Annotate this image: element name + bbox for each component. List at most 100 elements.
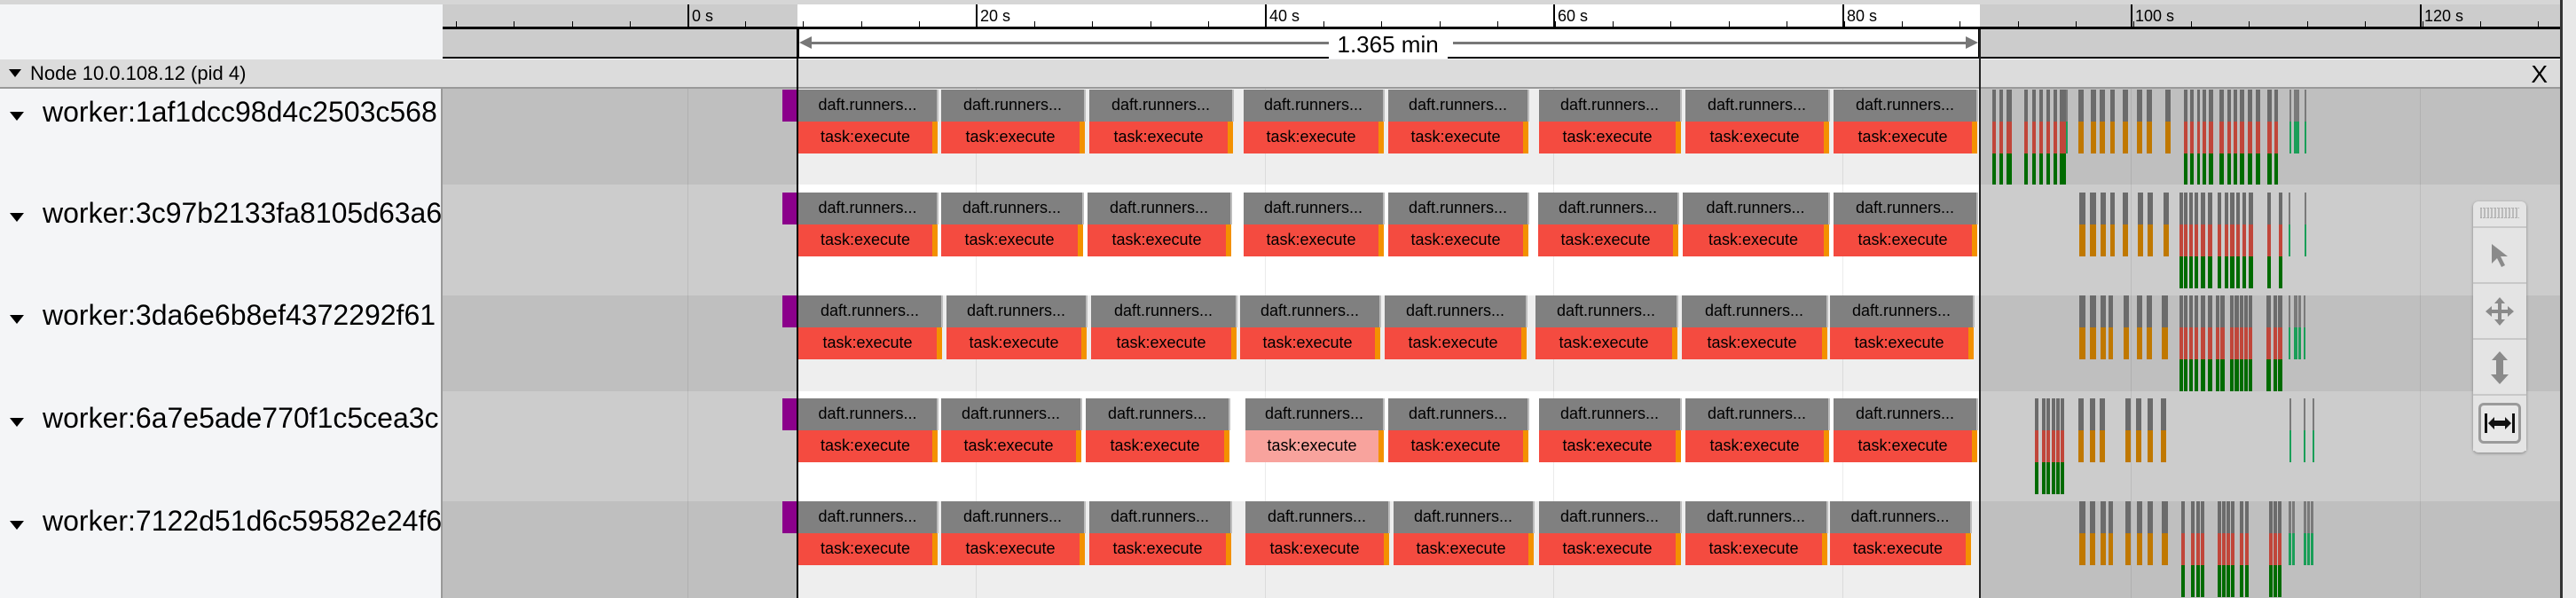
daft-runner-slice[interactable]: daft.runners... <box>1685 90 1830 122</box>
event-bar[interactable] <box>2190 90 2194 122</box>
event-bar[interactable] <box>2208 359 2212 391</box>
task-execute-slice[interactable]: task:execute <box>798 430 932 462</box>
event-bar[interactable] <box>2181 565 2185 597</box>
event-bar[interactable] <box>2191 533 2195 565</box>
orange-slice[interactable] <box>1378 430 1384 462</box>
event-bar[interactable] <box>2137 122 2142 153</box>
event-bar[interactable] <box>1999 122 2003 153</box>
task-execute-slice[interactable]: task:execute <box>1834 224 1972 256</box>
event-bar[interactable] <box>2078 122 2084 153</box>
event-bar[interactable] <box>2090 533 2095 565</box>
task-execute-slice[interactable]: task:execute <box>1682 327 1822 359</box>
event-bar[interactable] <box>2039 90 2043 122</box>
orange-slice[interactable] <box>1676 533 1681 565</box>
event-bar[interactable] <box>2227 122 2231 153</box>
event-bar[interactable] <box>2292 533 2295 565</box>
task-execute-slice[interactable]: task:execute <box>1388 430 1523 462</box>
event-bar[interactable] <box>2267 90 2272 122</box>
event-bar[interactable] <box>2294 90 2299 122</box>
selection-band[interactable]: 1.365 min <box>443 29 2560 59</box>
event-bar[interactable] <box>2274 533 2277 565</box>
event-bar[interactable] <box>2304 501 2306 533</box>
event-bar[interactable] <box>2249 295 2252 327</box>
event-bar[interactable] <box>2220 327 2225 359</box>
daft-runner-slice[interactable]: daft.runners... <box>798 90 939 122</box>
orange-slice[interactable] <box>1676 122 1681 153</box>
event-bar[interactable] <box>2190 122 2194 153</box>
event-bar[interactable] <box>2024 153 2028 185</box>
event-bar[interactable] <box>2201 256 2205 288</box>
task-execute-slice[interactable]: task:execute <box>1245 430 1378 462</box>
task-execute-slice[interactable]: task:execute <box>1539 122 1676 153</box>
task-execute-slice[interactable]: task:execute <box>1834 122 1972 153</box>
event-bar[interactable] <box>2220 359 2225 391</box>
event-bar[interactable] <box>2289 533 2291 565</box>
task-execute-slice[interactable]: task:execute <box>1091 327 1231 359</box>
event-bar[interactable] <box>2244 327 2248 359</box>
event-bar[interactable] <box>2060 153 2066 185</box>
event-bar[interactable] <box>2162 327 2168 359</box>
event-bar[interactable] <box>2304 398 2305 430</box>
event-bar[interactable] <box>2218 533 2221 565</box>
event-bar[interactable] <box>2125 398 2131 430</box>
event-bar[interactable] <box>2249 193 2253 224</box>
event-bar[interactable] <box>2179 359 2183 391</box>
orange-slice[interactable] <box>1078 224 1083 256</box>
task-execute-slice[interactable]: task:execute <box>941 533 1080 565</box>
daft-runner-slice[interactable]: daft.runners... <box>1685 501 1828 533</box>
event-bar[interactable] <box>2201 501 2204 533</box>
event-bar[interactable] <box>2289 430 2291 462</box>
event-bar[interactable] <box>2109 501 2113 533</box>
event-bar[interactable] <box>2267 224 2271 256</box>
event-bar[interactable] <box>2278 359 2282 391</box>
task-execute-slice[interactable]: task:execute <box>1539 430 1676 462</box>
daft-runner-slice[interactable]: daft.runners... <box>1539 90 1682 122</box>
event-bar[interactable] <box>2230 295 2234 327</box>
event-bar[interactable] <box>2035 462 2038 494</box>
event-bar[interactable] <box>2032 122 2036 153</box>
event-bar[interactable] <box>2124 327 2129 359</box>
event-bar[interactable] <box>2278 295 2282 327</box>
daft-runner-slice[interactable]: daft.runners... <box>1244 193 1385 224</box>
daft-runner-slice[interactable]: daft.runners... <box>1683 193 1830 224</box>
orange-slice[interactable] <box>1824 122 1829 153</box>
event-bar[interactable] <box>2147 295 2152 327</box>
event-bar[interactable] <box>2231 533 2234 565</box>
event-bar[interactable] <box>2218 565 2221 597</box>
daft-runner-slice[interactable]: daft.runners... <box>1088 193 1232 224</box>
event-bar[interactable] <box>2227 565 2230 597</box>
event-bar[interactable] <box>2090 398 2095 430</box>
event-bar[interactable] <box>2101 533 2106 565</box>
event-bar[interactable] <box>2208 256 2212 288</box>
event-bar[interactable] <box>2179 327 2183 359</box>
event-bar[interactable] <box>2061 462 2064 494</box>
event-bar[interactable] <box>2236 193 2240 224</box>
daft-runner-slice[interactable]: daft.runners... <box>946 295 1088 327</box>
event-bar[interactable] <box>2201 533 2204 565</box>
thread-track[interactable]: daft.runners... task:execute daft.runners.… <box>443 501 2560 598</box>
daft-runner-slice[interactable]: daft.runners... <box>1830 295 1975 327</box>
event-bar[interactable] <box>2242 256 2246 288</box>
thread-label[interactable]: worker:7122d51d6c59582e24f6 <box>0 501 443 598</box>
event-bar[interactable] <box>2179 256 2183 288</box>
collapse-triangle-icon[interactable] <box>9 69 21 77</box>
event-bar[interactable] <box>2240 327 2243 359</box>
event-bar[interactable] <box>2078 90 2084 122</box>
task-execute-slice[interactable]: task:execute <box>798 327 937 359</box>
orange-slice[interactable] <box>1080 122 1085 153</box>
event-bar[interactable] <box>2266 327 2271 359</box>
event-bar[interactable] <box>2123 224 2128 256</box>
task-execute-slice[interactable]: task:execute <box>1834 430 1972 462</box>
event-bar[interactable] <box>2042 398 2046 430</box>
event-bar[interactable] <box>2079 501 2085 533</box>
event-bar[interactable] <box>2148 224 2153 256</box>
event-bar[interactable] <box>2218 224 2221 256</box>
event-bar[interactable] <box>2240 153 2244 185</box>
orange-slice[interactable] <box>937 327 942 359</box>
event-bar[interactable] <box>2307 501 2310 533</box>
thread-track[interactable]: daft.runners... task:execute daft.runners.… <box>443 89 2560 185</box>
event-bar[interactable] <box>2125 430 2131 462</box>
event-bar[interactable] <box>1992 90 1996 122</box>
task-execute-slice[interactable]: task:execute <box>798 533 932 565</box>
event-bar[interactable] <box>2274 153 2278 185</box>
